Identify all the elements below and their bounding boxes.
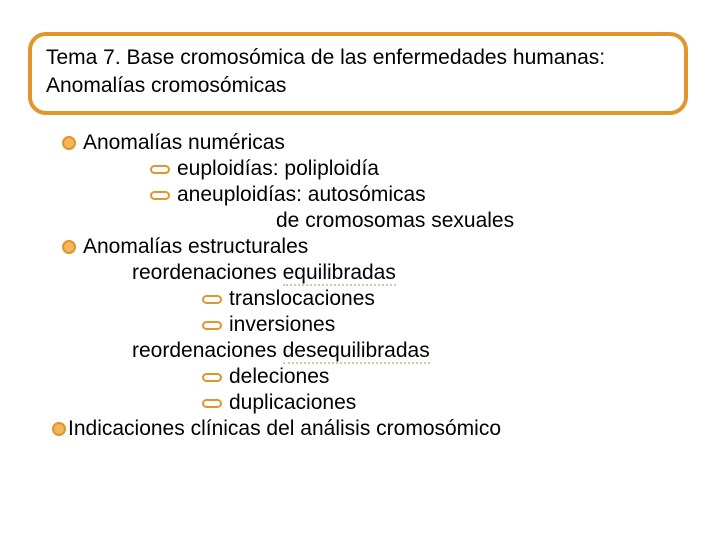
item-label: Anomalías estructurales [83, 235, 308, 259]
group-label: reordenaciones equilibradas [132, 261, 396, 285]
item-label: Anomalías numéricas [83, 131, 285, 155]
outline-subitem: duplicaciones [62, 390, 682, 416]
title-box: Tema 7. Base cromosómica de las enfermed… [28, 32, 688, 115]
outline-item: Anomalías numéricas [62, 130, 682, 156]
slide-title: Tema 7. Base cromosómica de las enfermed… [46, 44, 670, 101]
bullet-small-icon [202, 399, 222, 408]
bullet-icon [62, 240, 76, 254]
bullet-small-icon [202, 295, 222, 304]
outline-subitem: aneuploidías: autosómicas [62, 182, 682, 208]
group-prefix: reordenaciones [132, 339, 283, 362]
bullet-small-icon [150, 191, 170, 200]
group-label: reordenaciones desequilibradas [132, 339, 430, 363]
subitem-label: inversiones [229, 313, 335, 337]
bullet-small-icon [202, 373, 222, 382]
subitem-label: translocaciones [229, 287, 375, 311]
outline-subitem: euploidías: poliploidía [62, 156, 682, 182]
outline-group: reordenaciones equilibradas [62, 260, 682, 286]
subitem-label: de cromosomas sexuales [276, 209, 514, 233]
item-label: Indicaciones clínicas del análisis cromo… [68, 417, 501, 441]
outline-content: Anomalías numéricas euploidías: poliploi… [62, 130, 682, 442]
group-underlined: desequilibradas [283, 339, 430, 364]
group-underlined: equilibradas [283, 261, 396, 286]
outline-item: Indicaciones clínicas del análisis cromo… [52, 416, 682, 442]
outline-subitem: inversiones [62, 312, 682, 338]
subitem-label: deleciones [229, 365, 329, 389]
outline-item: Anomalías estructurales [62, 234, 682, 260]
outline-subitem: translocaciones [62, 286, 682, 312]
bullet-small-icon [150, 165, 170, 174]
outline-group: reordenaciones desequilibradas [62, 338, 682, 364]
bullet-icon [52, 422, 66, 436]
bullet-small-icon [202, 321, 222, 330]
outline-subitem-cont: de cromosomas sexuales [62, 208, 682, 234]
outline-subitem: deleciones [62, 364, 682, 390]
bullet-icon [62, 136, 76, 150]
subitem-label: euploidías: poliploidía [177, 157, 379, 181]
group-prefix: reordenaciones [132, 261, 283, 284]
subitem-label: duplicaciones [229, 391, 356, 415]
subitem-label: aneuploidías: autosómicas [177, 183, 426, 207]
